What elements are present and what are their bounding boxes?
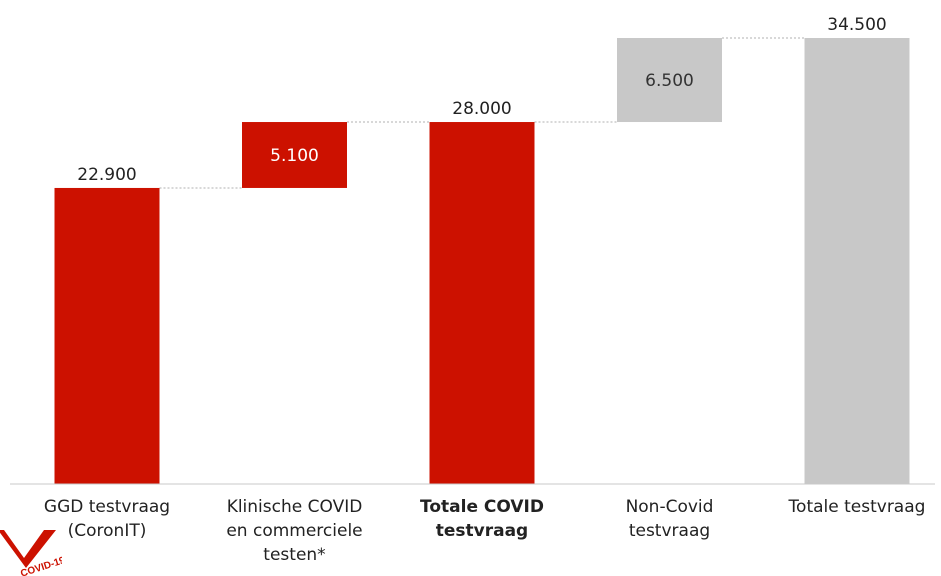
value-label: 28.000 — [452, 99, 511, 119]
value-label: 34.500 — [827, 15, 886, 35]
chart-bars — [54, 38, 910, 485]
category-label: Klinische COVID en commerciele testen* — [226, 497, 363, 565]
value-labels: 22.900 5.100 28.000 6.500 34.500 — [77, 15, 886, 185]
bar — [617, 38, 722, 123]
covid-19-logo-icon: COVID-19 — [0, 530, 62, 576]
category-label: Non-Covid testvraag — [625, 497, 714, 541]
category-label: Totale testvraag — [788, 497, 926, 517]
bar — [242, 122, 347, 188]
connector-lines — [159, 37, 805, 189]
value-label: 6.500 — [645, 71, 694, 91]
bar — [429, 122, 535, 484]
bar — [54, 187, 160, 485]
category-label: GGD testvraag (CoronIT) — [43, 497, 171, 541]
bar — [804, 38, 910, 484]
value-label: 22.900 — [77, 165, 136, 185]
category-label: Totale COVID testvraag — [420, 497, 544, 541]
value-label: 5.100 — [270, 146, 319, 166]
